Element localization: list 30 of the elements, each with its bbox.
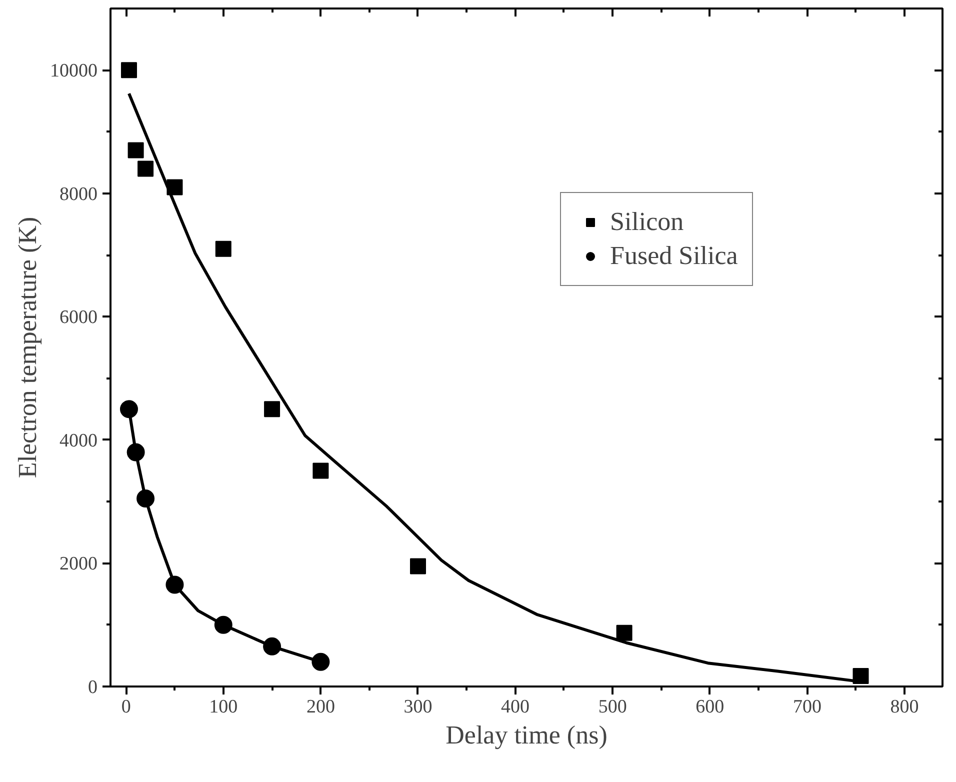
x-tick-label: 600: [696, 696, 724, 718]
x-tick-label: 800: [890, 696, 919, 718]
x-axis-title: Delay time (ns): [446, 720, 608, 750]
x-tick-label: 200: [306, 696, 335, 718]
y-tick-label: 6000: [60, 307, 98, 328]
legend-label: Fused Silica: [610, 241, 738, 271]
point: [128, 142, 144, 158]
point: [410, 558, 426, 574]
point: [312, 462, 329, 479]
y-tick-label: 2000: [60, 554, 98, 575]
y-tick-label: 0: [88, 677, 98, 698]
point: [215, 240, 232, 257]
y-axis-title: Electron temperature (K): [13, 216, 42, 478]
point: [312, 652, 330, 671]
x-tick-label: 0: [121, 696, 131, 718]
x-tick-label: 300: [404, 696, 432, 718]
point: [616, 624, 632, 641]
point: [138, 160, 154, 177]
point: [264, 401, 280, 418]
legend-label: Silicon: [610, 207, 684, 237]
y-tick-label: 4000: [60, 430, 98, 452]
x-tick-label: 400: [501, 696, 530, 718]
y-tick-label: 8000: [60, 184, 98, 205]
x-tick-label: 500: [598, 696, 627, 718]
point: [120, 400, 138, 418]
x-tick-label: 700: [792, 696, 822, 718]
point: [120, 62, 137, 78]
point: [852, 668, 869, 684]
x-tick-label: 100: [209, 696, 238, 718]
y-tick-label: 10000: [50, 60, 98, 82]
